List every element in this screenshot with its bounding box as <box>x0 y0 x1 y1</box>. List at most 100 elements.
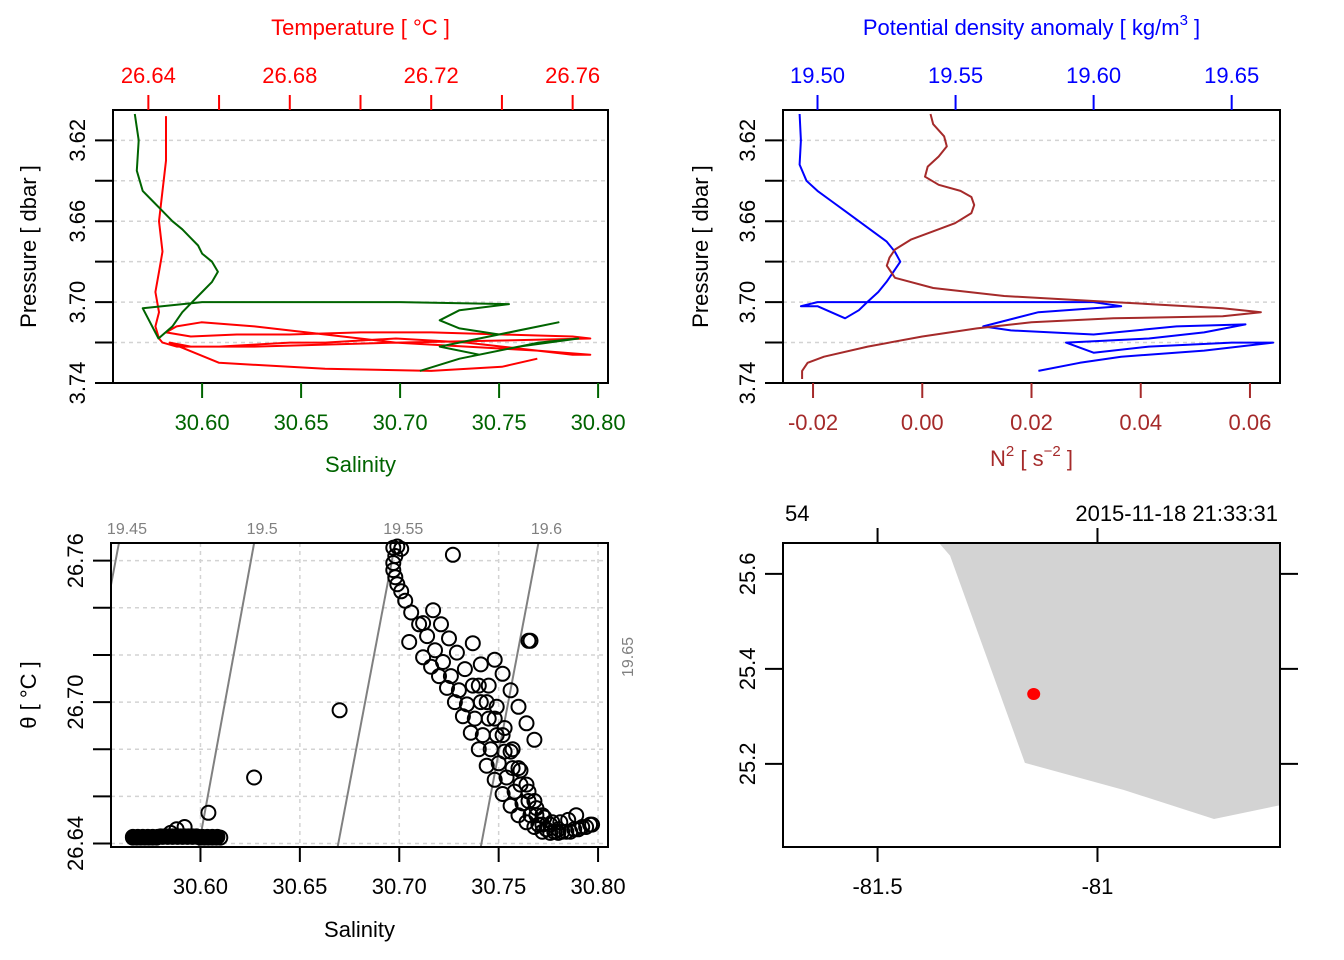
data-point <box>504 760 521 777</box>
bottom-tick-label: 0.04 <box>1119 410 1162 435</box>
data-point <box>331 702 348 719</box>
data-point <box>415 615 432 632</box>
data-point <box>526 819 543 835</box>
land-polygon <box>939 543 1280 819</box>
station-number-label: 54 <box>785 501 809 526</box>
data-point <box>522 632 539 649</box>
profile-ts-panel: 3.62 3.66 3.70 3.74 Pressure [ dbar ] 26.64 26… <box>16 15 626 477</box>
data-point <box>431 668 447 685</box>
y-tick-label: 25.2 <box>735 742 760 785</box>
temperature-line <box>154 116 592 372</box>
density-line <box>798 113 1275 372</box>
plot-frame <box>110 542 609 848</box>
bottom-axis-label: N2 [ s−2 ] <box>990 443 1073 471</box>
y-tick-label: 3.74 <box>735 362 760 405</box>
data-point <box>488 698 505 715</box>
data-point <box>502 682 519 699</box>
isopycnal-line <box>197 543 256 847</box>
data-point <box>209 828 226 845</box>
bottom-tick-label: 30.60 <box>175 410 230 435</box>
data-point <box>439 679 455 696</box>
isopycnal-line <box>479 543 540 847</box>
isopycnal-label: 19.5 <box>247 521 278 538</box>
data-point <box>518 776 535 793</box>
station-time-label: 2015-11-18 21:33:31 <box>1075 501 1278 526</box>
bottom-tick-label: 0.02 <box>1010 410 1053 435</box>
top-axis-label: Temperature [ °C ] <box>271 15 450 40</box>
top-tick-label: 19.55 <box>928 63 983 88</box>
data-point <box>393 583 410 600</box>
x-tick-label: -81.5 <box>852 874 902 899</box>
top-tick-label: 26.76 <box>545 63 600 88</box>
data-point <box>423 658 440 675</box>
x-tick-label: 30.60 <box>173 874 228 899</box>
data-point <box>582 816 599 833</box>
data-point <box>518 715 535 732</box>
data-point <box>200 804 217 821</box>
data-point <box>526 731 543 748</box>
x-tick-label: 30.65 <box>272 874 327 899</box>
y-tick-label: 26.70 <box>63 675 88 730</box>
y-axis-label: Pressure [ dbar ] <box>16 165 41 328</box>
data-point <box>472 694 489 711</box>
bottom-tick-label: 0.06 <box>1229 410 1272 435</box>
data-point <box>494 665 511 682</box>
data-point <box>542 824 559 841</box>
data-point <box>480 710 497 727</box>
data-point <box>464 635 481 652</box>
data-point <box>510 807 527 824</box>
data-point <box>419 628 436 645</box>
data-point <box>441 630 457 647</box>
y-tick-label: 3.66 <box>735 200 760 243</box>
salinity-line <box>133 113 580 372</box>
bottom-tick-label: 30.70 <box>373 410 428 435</box>
data-point <box>403 604 420 621</box>
y-tick-label: 3.70 <box>65 281 90 324</box>
isopycnal-label: 19.45 <box>107 521 147 538</box>
data-point <box>470 677 487 694</box>
y-tick-label: 26.64 <box>63 816 88 871</box>
data-point <box>536 809 553 826</box>
y-tick-label: 3.70 <box>735 281 760 324</box>
data-point <box>478 757 495 774</box>
x-tick-label: -81 <box>1082 874 1114 899</box>
data-point <box>520 783 537 800</box>
y-tick-label: 25.6 <box>735 552 760 595</box>
data-point <box>385 562 402 579</box>
ts-diagram-panel: 19.45 19.5 19.55 19.6 19.65 26.64 26.70 26.76 θ … <box>16 521 680 942</box>
data-point <box>496 743 513 760</box>
data-point <box>478 694 495 711</box>
data-point <box>448 644 465 661</box>
data-point <box>464 677 481 694</box>
isopycnal-label: 19.65 <box>620 637 637 677</box>
data-point <box>496 720 513 736</box>
data-point <box>456 661 473 678</box>
bottom-tick-label: 30.80 <box>571 410 626 435</box>
data-point <box>502 797 519 814</box>
plot-frame <box>782 542 1281 848</box>
isopycnal-line <box>336 543 397 847</box>
data-point <box>446 694 463 711</box>
data-point <box>425 602 442 619</box>
station-marker <box>1027 688 1041 701</box>
data-point <box>387 569 404 586</box>
top-tick-label: 19.50 <box>790 63 845 88</box>
data-point <box>472 656 489 673</box>
data-point <box>552 814 569 831</box>
isopycnal-line <box>622 543 680 847</box>
data-point <box>528 800 545 817</box>
data-point <box>494 786 511 802</box>
data-point <box>504 741 521 758</box>
isopycnal-label: 19.6 <box>531 521 562 538</box>
x-tick-label: 30.75 <box>471 874 526 899</box>
data-point <box>462 724 479 741</box>
data-point <box>510 760 527 777</box>
data-point <box>454 708 471 725</box>
y-axis-label: θ [ °C ] <box>16 661 41 728</box>
bottom-tick-label: 0.00 <box>901 410 944 435</box>
y-tick-label: 3.62 <box>735 119 760 162</box>
isopycnal-label: 19.55 <box>383 521 423 538</box>
data-point <box>494 727 511 744</box>
x-tick-label: 30.70 <box>372 874 427 899</box>
data-point <box>502 743 519 760</box>
